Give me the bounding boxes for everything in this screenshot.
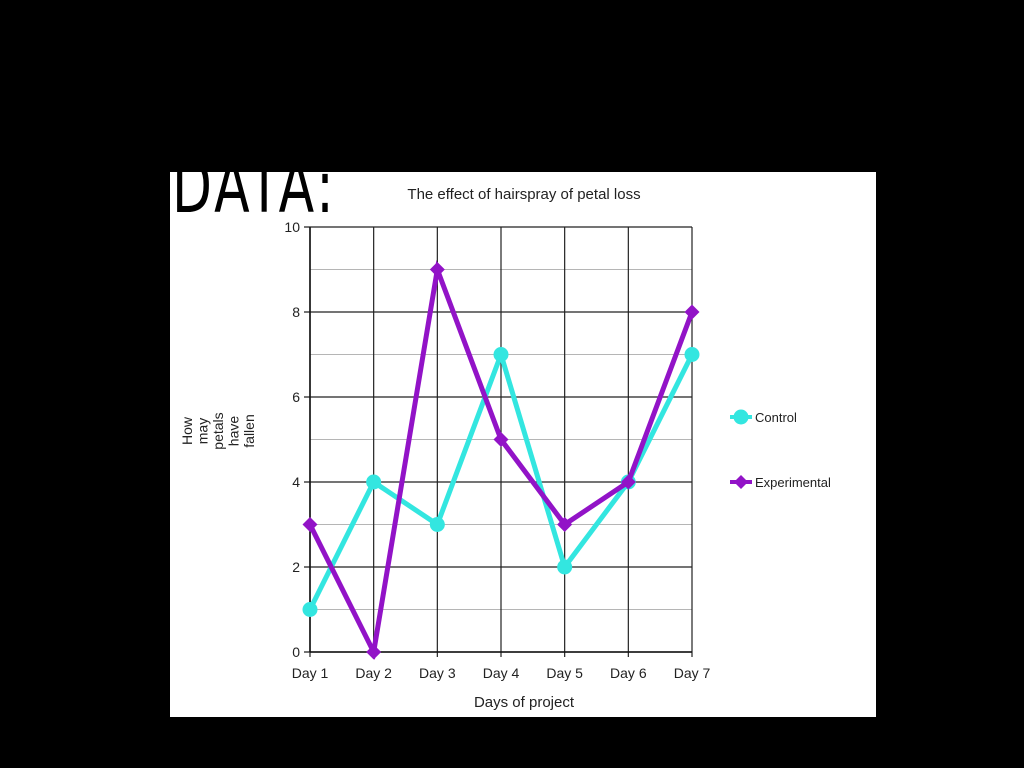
chart-tick-labels: 0 2 4 6 8 10 Day 1 Day 2 Day 3 Day 4 Day 5 Day 6 Day… bbox=[284, 219, 710, 681]
y-axis-label-line: petals bbox=[210, 412, 226, 449]
chart-title: The effect of hairspray of petal loss bbox=[407, 186, 640, 203]
chart-panel bbox=[170, 172, 876, 717]
x-tick-label: Day 1 bbox=[292, 665, 329, 681]
legend-marker-experimental bbox=[734, 475, 748, 489]
data-point-control bbox=[366, 474, 382, 490]
legend-marker-control bbox=[733, 409, 749, 425]
y-tick-label: 2 bbox=[292, 559, 300, 575]
y-axis-label-line: have bbox=[226, 416, 242, 447]
data-point-control bbox=[429, 517, 445, 532]
slide-heading: DATA: bbox=[172, 144, 337, 230]
data-point-control bbox=[684, 347, 700, 362]
y-axis-label-line: may bbox=[195, 418, 211, 444]
y-axis-label-line: fallen bbox=[241, 414, 257, 447]
data-point-experimental bbox=[366, 644, 382, 660]
data-point-experimental bbox=[557, 517, 573, 532]
y-tick-label: 0 bbox=[292, 644, 300, 660]
x-tick-label: Day 3 bbox=[419, 665, 456, 681]
data-point-control bbox=[302, 602, 318, 617]
chart-series bbox=[302, 259, 700, 661]
y-tick-label: 10 bbox=[284, 219, 300, 235]
legend-label: Experimental bbox=[755, 475, 831, 490]
data-point-control bbox=[493, 347, 509, 362]
chart-legend: Control Experimental bbox=[730, 409, 831, 490]
y-axis-label-line: How bbox=[179, 416, 195, 445]
y-tick-label: 8 bbox=[292, 304, 300, 320]
data-point-experimental bbox=[429, 262, 445, 277]
x-tick-label: Day 5 bbox=[546, 665, 583, 681]
data-point-experimental bbox=[620, 474, 636, 490]
y-tick-label: 4 bbox=[292, 474, 300, 490]
data-point-experimental bbox=[493, 432, 509, 447]
x-tick-label: Day 2 bbox=[355, 665, 392, 681]
y-axis-label: How may petals have fallen bbox=[179, 412, 257, 449]
x-axis-label: Days of project bbox=[474, 694, 575, 711]
y-tick-label: 6 bbox=[292, 389, 300, 405]
x-tick-label: Day 4 bbox=[483, 665, 520, 681]
x-tick-label: Day 6 bbox=[610, 665, 647, 681]
x-tick-label: Day 7 bbox=[674, 665, 711, 681]
data-point-experimental bbox=[684, 304, 700, 320]
legend-label: Control bbox=[755, 410, 797, 425]
data-point-experimental bbox=[302, 517, 318, 532]
data-point-control bbox=[557, 559, 573, 575]
